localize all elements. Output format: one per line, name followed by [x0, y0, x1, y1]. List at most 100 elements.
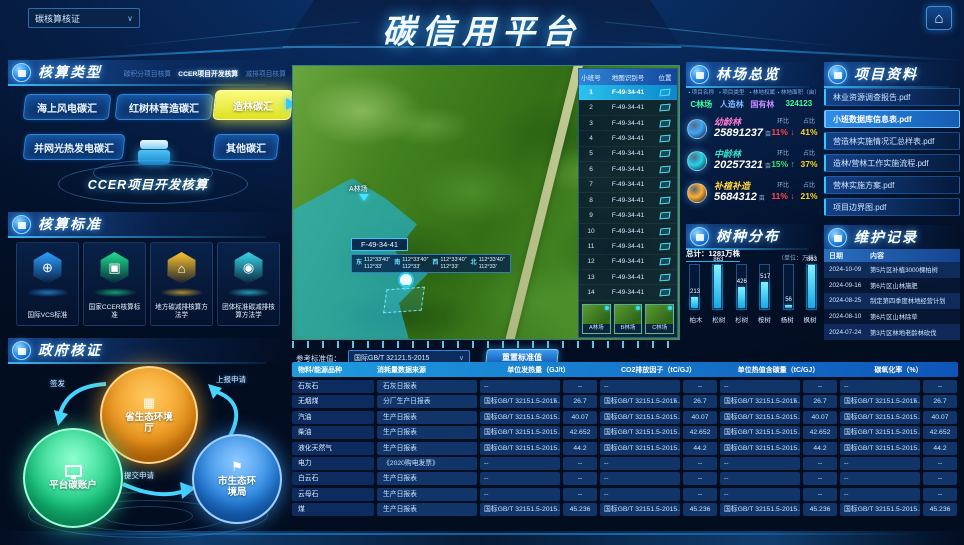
species-unit: （单位：万株） — [777, 256, 820, 262]
standard-select[interactable]: 国标GB/T 32151.5-2015... — [480, 426, 560, 440]
plot-list-row[interactable]: 1 F-49-34-41 — [579, 85, 677, 101]
factor-value-cell: -- — [683, 487, 717, 501]
standard-select[interactable]: 国标GB/T 32151.5-2015... ∨ — [600, 395, 680, 409]
coordinate-line: 112°33′40″ — [478, 257, 505, 263]
carbon-type-button[interactable]: 并网光热发电碳汇 — [22, 134, 126, 160]
source-cell: 分厂生产日报表 — [377, 395, 477, 409]
document-item[interactable]: 小班数据库信息表.pdf — [824, 110, 960, 128]
carbon-type-button[interactable]: 海上风电碳汇 — [22, 94, 112, 120]
standard-select[interactable]: 国标GB/T 32151.5-2015... — [840, 503, 920, 517]
document-item[interactable]: 林业资源调查报告.pdf — [824, 88, 960, 106]
plot-list-row[interactable]: 5 F-49-34-41 — [579, 147, 677, 163]
standard-select[interactable]: 国标GB/T 32151.5-2015... — [720, 441, 800, 455]
standard-select[interactable]: 国标GB/T 32151.5-2015... — [720, 410, 800, 424]
bar-value: 863 — [713, 257, 724, 263]
plot-list-row[interactable]: 7 F-49-34-41 — [579, 178, 677, 193]
plot-position-cell — [653, 273, 677, 282]
emission-column-header: 消耗量数据来源 — [377, 366, 426, 374]
node-platform-carbon-account[interactable]: 平台碳账户 — [23, 428, 123, 528]
plot-list-row[interactable]: 14 F-49-34-41 — [579, 285, 677, 301]
polygon-icon — [659, 227, 671, 235]
plot-list-row[interactable]: 12 F-49-34-41 — [579, 255, 677, 271]
carbon-type-button[interactable]: 红树林营造碳汇 — [114, 94, 214, 120]
document-item[interactable]: 营林实施方案.pdf — [824, 176, 960, 194]
polygon-icon — [659, 288, 671, 297]
standard-card-label: 国家CCER核算标准 — [88, 303, 141, 319]
factor-value-cell: -- — [803, 380, 837, 393]
plot-list-row[interactable]: 8 F-49-34-41 — [579, 193, 677, 209]
maintenance-row[interactable]: 2024-07-24 第3片区林地老龄林砍伐 — [824, 324, 960, 340]
species-total: 总计：1281万株 — [686, 248, 741, 262]
standard-card[interactable]: ▣ 国家CCER核算标准 — [83, 242, 146, 326]
standard-select[interactable]: 国标GB/T 32151.5-2015... — [840, 441, 920, 455]
node-province-env-dept[interactable]: ▦ 省生态环境厅 — [100, 366, 198, 464]
map-texture-blob — [383, 106, 473, 146]
standard-select[interactable]: 国标GB/T 32151.5-2015... — [600, 426, 680, 440]
source-cell: 《2020购电发票》 — [377, 456, 477, 470]
plot-map-id: F-49-34-41 — [611, 134, 645, 142]
home-button[interactable]: ⌂ — [926, 6, 952, 30]
standard-select[interactable]: 国标GB/T 32151.5-2015... — [840, 410, 920, 424]
standard-select[interactable]: 国标GB/T 32151.5-2015... ∨ — [480, 395, 560, 409]
standard-select[interactable]: 国标GB/T 32151.5-2015... — [480, 410, 560, 424]
standard-card[interactable]: ◉ 团体标准碳减排核算方法学 — [217, 242, 280, 326]
panel-header: 项目资料 — [824, 62, 960, 88]
plot-list-row[interactable]: 13 F-49-34-41 — [579, 270, 677, 286]
standard-select[interactable]: 国标GB/T 32151.5-2015... — [720, 503, 800, 517]
plot-list-row[interactable]: 6 F-49-34-41 — [579, 162, 677, 178]
maintenance-row[interactable]: 2024-10-09 第5片区补植3000棵柏树 — [824, 262, 960, 278]
plot-list-column-header: 位置 — [658, 75, 672, 82]
factor-value-cell: 44.2 — [803, 441, 837, 455]
plot-list-row[interactable]: 3 F-49-34-41 — [579, 116, 677, 132]
type-tab[interactable]: CCER项目开发核算 — [178, 71, 239, 78]
map-bottom-strip — [292, 341, 680, 348]
standard-select[interactable]: 国标GB/T 32151.5-2015... — [480, 441, 560, 455]
mode-select-dropdown[interactable]: 碳核算核证 ∨ — [28, 8, 140, 28]
standard-card[interactable]: ⊕ 国际VCS标准 — [16, 242, 79, 326]
carbon-type-button[interactable]: 其他碳汇 — [212, 134, 280, 160]
factor-value-cell: -- — [803, 487, 837, 501]
document-item[interactable]: 营造林实施情况汇总样表.pdf — [824, 132, 960, 150]
ccer-action-label[interactable]: CCER项目开发核算 — [87, 178, 209, 192]
node-city-env-bureau[interactable]: ⚑ 市生态环境局 — [192, 434, 282, 524]
standard-select[interactable]: 国标GB/T 32151.5-2015... — [840, 426, 920, 440]
node-label: 平台碳账户 — [49, 479, 97, 491]
standard-card[interactable]: ⌂ 地方碳减排核算方法学 — [150, 242, 213, 326]
maintenance-row[interactable]: 2024-09-16 第6片区山林施肥 — [824, 277, 960, 294]
plot-list-row[interactable]: 10 F-49-34-41 — [579, 224, 677, 240]
standard-select[interactable]: 国标GB/T 32151.5-2015... ∨ — [840, 395, 920, 409]
farm-thumbnail[interactable]: C林场 — [645, 304, 675, 334]
location-pin-icon[interactable] — [397, 272, 414, 291]
farm-thumbnail[interactable]: B林场 — [613, 304, 643, 334]
standard-select[interactable]: 国标GB/T 32151.5-2015... — [480, 503, 560, 517]
standard-select[interactable]: 国标GB/T 32151.5-2015... ∨ — [720, 395, 800, 409]
plot-map-id: F-49-34-41 — [611, 289, 645, 297]
species-category-labels: 柏木 松树 杉树 桉树 杨树 枫树 — [686, 314, 820, 324]
standard-select[interactable]: 国标GB/T 32151.5-2015... — [600, 503, 680, 517]
emission-table-rows: 石灰石 石灰日报表 -- -- -- -- -- -- -- -- 无烟煤 分厂生产日报表 国标GB/T… — [292, 380, 958, 519]
maintenance-row[interactable]: 2024-08-25 制定第四季度林地经营计划 — [824, 293, 960, 309]
panel-header: 树种分布 — [686, 224, 820, 250]
standard-select[interactable]: 国标GB/T 32151.5-2015... — [720, 426, 800, 440]
direction-label: 北 — [470, 260, 477, 266]
plot-list-row[interactable]: 11 F-49-34-41 — [579, 239, 677, 255]
plot-list-row[interactable]: 4 F-49-34-41 — [579, 131, 677, 147]
standard-select[interactable]: 国标GB/T 32151.5-2015... — [600, 441, 680, 455]
standard-select: -- — [840, 380, 920, 393]
type-tab[interactable]: 减排项目核算 — [245, 71, 286, 78]
plot-list-row[interactable]: 9 F-49-34-41 — [579, 208, 677, 224]
panel-title: 项目资料 — [854, 66, 918, 82]
carbon-type-button[interactable]: 造林碳汇 — [212, 90, 294, 120]
document-item[interactable]: 造林/营林工作实施流程.pdf — [824, 154, 960, 172]
type-tab[interactable]: 碳积分项目核算 — [123, 71, 172, 78]
stat-value: 20257321 亩 — [714, 159, 771, 171]
factor-value-cell: -- — [683, 456, 717, 470]
farm-thumbnail[interactable]: A林场 — [582, 304, 611, 334]
plot-list-row[interactable]: 2 F-49-34-41 — [579, 100, 677, 116]
plot-map-id: F-49-34-41 — [611, 258, 645, 266]
standard-select[interactable]: 国标GB/T 32151.5-2015... — [600, 410, 680, 424]
coordinate-line: 112°33′ — [440, 263, 459, 270]
document-item[interactable]: 项目边界图.pdf — [824, 198, 960, 216]
maintenance-row[interactable]: 2024-08-10 第6片区山林除草 — [824, 308, 960, 325]
standard-select: -- — [600, 456, 680, 470]
